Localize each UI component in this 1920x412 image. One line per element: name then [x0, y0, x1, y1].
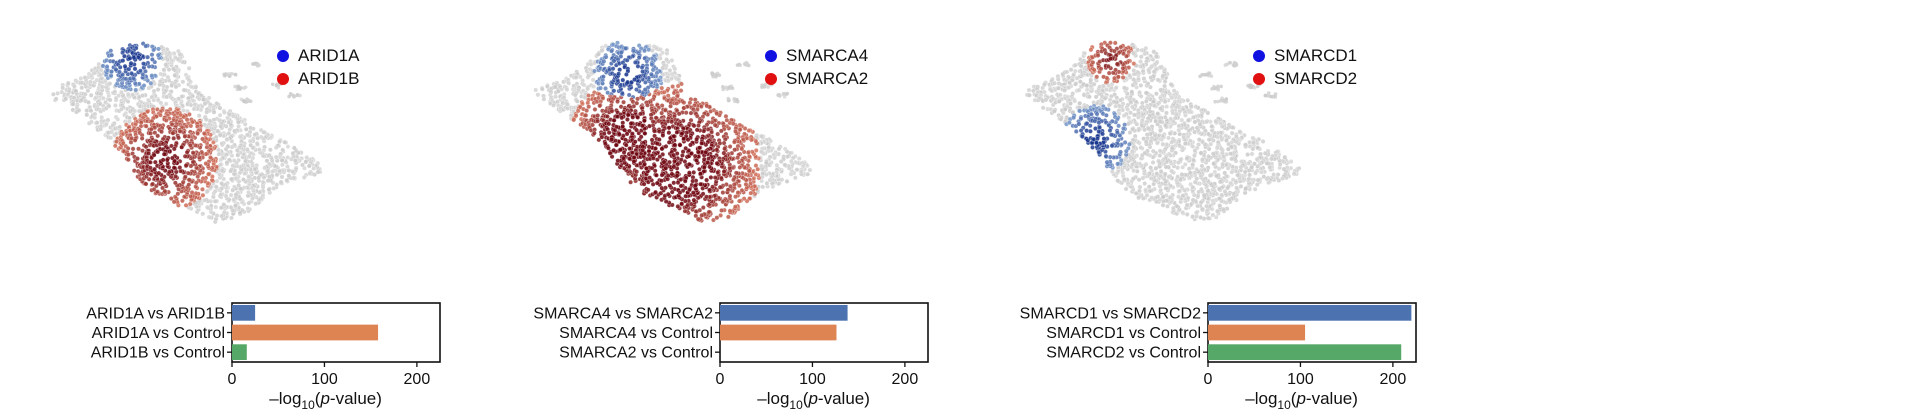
legend: SMARCD1 SMARCD2 — [1253, 44, 1357, 90]
category-label: ARID1A vs Control — [92, 325, 225, 342]
panel-arid1: ARID1A ARID1B ARID1A vs ARID1B ARID1A vs … — [40, 0, 510, 412]
category-label: ARID1A vs ARID1B — [86, 305, 225, 322]
legend-label: SMARCA4 — [786, 46, 869, 65]
legend-label: ARID1A — [298, 46, 360, 65]
legend-item: SMARCD2 — [1253, 67, 1357, 90]
category-label: SMARCD1 vs SMARCD2 — [1020, 305, 1201, 322]
legend: SMARCA4 SMARCA2 — [765, 44, 868, 90]
bar — [232, 344, 247, 361]
bar-chart: SMARCA4 vs SMARCA2 SMARCA4 vs Control SMAR… — [533, 302, 929, 412]
category-label: SMARCD1 vs Control — [1046, 325, 1201, 342]
legend-label: SMARCD1 — [1274, 46, 1358, 65]
bar-chart: ARID1A vs ARID1B ARID1A vs Control ARID1B … — [86, 302, 441, 412]
x-tick-label: 0 — [228, 371, 237, 388]
bar — [232, 324, 379, 341]
legend-label: SMARCD2 — [1274, 69, 1358, 88]
umap-plot — [51, 41, 323, 225]
category-label: SMARCA4 vs Control — [559, 325, 713, 342]
umap-plot — [533, 40, 813, 223]
panel-smarca: SMARCA4 SMARCA2 SMARCA4 vs SMARCA2 SMARCA… — [528, 0, 998, 412]
x-tick-label: 200 — [1380, 371, 1407, 388]
x-tick-label: 100 — [799, 371, 826, 388]
bar — [1208, 324, 1306, 341]
umap-points — [1024, 40, 1302, 222]
legend-item: SMARCD1 — [1253, 44, 1357, 67]
umap-points — [533, 40, 813, 223]
x-tick-label: 100 — [1287, 371, 1314, 388]
legend-dot — [765, 72, 777, 85]
bar — [1208, 344, 1402, 361]
panel-smarcd: SMARCD1 SMARCD2 SMARCD1 vs SMARCD2 SMARCD… — [1016, 0, 1486, 412]
legend-item: ARID1A — [277, 44, 359, 67]
legend-item: SMARCA2 — [765, 67, 868, 90]
category-label: SMARCD2 vs Control — [1046, 345, 1201, 362]
legend-label: ARID1B — [298, 69, 360, 88]
legend-dot — [765, 49, 777, 62]
x-tick-label: 0 — [716, 371, 725, 388]
x-tick-label: 0 — [1204, 371, 1213, 388]
umap-plot — [1024, 40, 1302, 222]
umap-points — [51, 41, 323, 225]
legend-dot — [1253, 49, 1265, 62]
category-label: SMARCA4 vs SMARCA2 — [533, 305, 713, 322]
bar-chart: SMARCD1 vs SMARCD2 SMARCD1 vs Control SMAR… — [1020, 302, 1417, 412]
bar — [232, 304, 256, 321]
bar — [720, 324, 837, 341]
legend-item: ARID1B — [277, 67, 359, 90]
x-tick-label: 200 — [404, 371, 431, 388]
x-tick-label: 100 — [311, 371, 338, 388]
x-axis-label: –log10(p-value) — [757, 389, 870, 412]
legend-dot — [1253, 72, 1265, 85]
bar — [1208, 304, 1412, 321]
legend-dot — [277, 49, 289, 62]
x-tick-label: 200 — [892, 371, 919, 388]
x-axis-label: –log10(p-value) — [269, 389, 382, 412]
category-label: SMARCA2 vs Control — [559, 345, 713, 362]
category-label: ARID1B vs Control — [91, 345, 225, 362]
legend: ARID1A ARID1B — [277, 44, 359, 90]
bar — [720, 304, 848, 321]
legend-dot — [277, 72, 289, 85]
x-axis-label: –log10(p-value) — [1245, 389, 1358, 412]
legend-item: SMARCA4 — [765, 44, 868, 67]
legend-label: SMARCA2 — [786, 69, 869, 88]
